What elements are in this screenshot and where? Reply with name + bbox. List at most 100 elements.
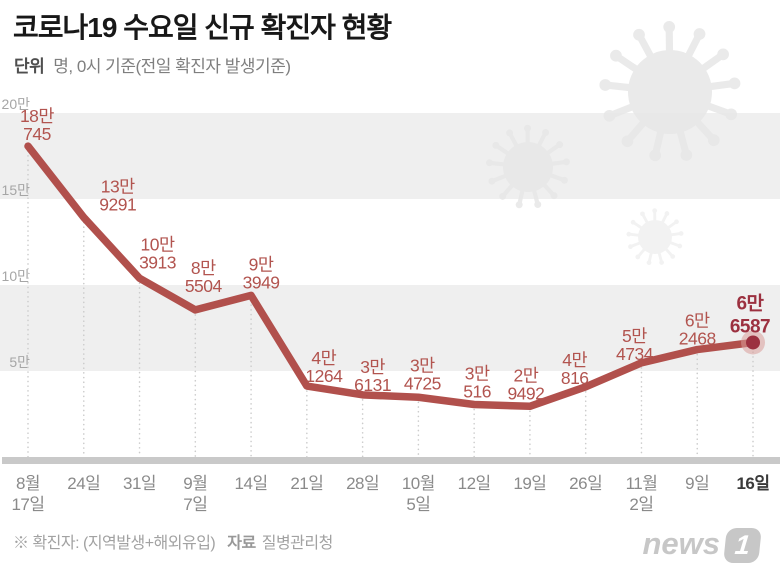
point-label: 4만 816 xyxy=(561,350,589,388)
x-axis-tick: 28일 xyxy=(346,474,379,493)
point-label-line2: 816 xyxy=(561,368,589,388)
point-label-line2: 3913 xyxy=(139,252,176,272)
virus-icon-part xyxy=(550,192,558,200)
virus-icon-part xyxy=(517,189,525,203)
virus-icon-part xyxy=(499,192,507,200)
virus-icon-part xyxy=(502,183,515,196)
virus-icon-part xyxy=(700,53,722,72)
point-label: 10만 3913 xyxy=(139,234,176,272)
virus-icon-part xyxy=(562,158,570,166)
x-axis-tick-line: 19일 xyxy=(513,474,546,493)
x-axis-tick-line: 17일 xyxy=(11,495,44,514)
y-axis-tick: 10만 xyxy=(2,268,31,284)
virus-icon-part xyxy=(609,81,631,92)
x-axis-tick: 12일 xyxy=(458,474,491,493)
point-label: 3만 516 xyxy=(463,364,491,402)
virus-icon-part xyxy=(628,244,633,250)
x-axis-tick-line: 14일 xyxy=(235,474,268,493)
virus-icon-part xyxy=(706,102,729,117)
virus-icon-part xyxy=(546,144,559,155)
x-axis-tick: 21일 xyxy=(290,474,323,493)
point-label-line2: 9492 xyxy=(507,383,544,403)
virus-icon-part xyxy=(599,79,612,91)
series-line xyxy=(24,142,757,411)
virus-icon-part xyxy=(664,247,673,257)
news1-logo-text: news xyxy=(642,525,720,561)
virus-icon-part xyxy=(491,160,505,167)
chart-subtitle: 단위 명, 0시 기준(전일 확진자 발생기준) xyxy=(14,52,291,77)
footnote-text: ※ 확진자: (지역발생+해외유입) xyxy=(13,535,216,552)
virus-icon-part xyxy=(496,145,510,156)
virus-icon-part xyxy=(646,260,652,266)
virus-icon-part xyxy=(669,241,679,247)
virus-icon-part xyxy=(649,149,662,162)
x-axis-tick-line: 8월 xyxy=(16,474,40,493)
point-label: 3만 4725 xyxy=(404,355,441,393)
virus-icon-part xyxy=(630,219,636,225)
point-label-line1: 4만 xyxy=(311,348,336,368)
virus-icon-part xyxy=(680,149,693,161)
virus-icon-part xyxy=(652,130,665,153)
virus-icon-part xyxy=(551,160,565,166)
virus-icon-part xyxy=(488,177,496,185)
virus-icon-part xyxy=(694,119,714,140)
point-label-line1: 13만 xyxy=(101,176,135,196)
point-label: 8만 5504 xyxy=(185,258,223,296)
virus-icon-part xyxy=(524,124,532,132)
point-label-line1: 6만 xyxy=(736,292,764,314)
virus-icon-part xyxy=(628,50,712,134)
virus-icon-part xyxy=(485,159,493,167)
virus-icon-part xyxy=(693,28,706,40)
point-label-line1: 9만 xyxy=(249,254,274,274)
x-axis-tick: 9월 7일 xyxy=(183,474,207,514)
point-label-line2: 4725 xyxy=(404,373,441,393)
x-axis-tick: 11월 2일 xyxy=(626,474,658,514)
virus-icon-part xyxy=(661,214,668,224)
point-label: 4만 1264 xyxy=(305,348,343,386)
virus-icon-part xyxy=(627,119,647,141)
virus-icon-part xyxy=(621,135,634,148)
virus-icon-part xyxy=(642,214,649,224)
virus-icon-part xyxy=(637,248,646,257)
point-label-line1: 6만 xyxy=(685,311,710,331)
virus-icon-part xyxy=(617,55,639,73)
source-text: 질병관리청 xyxy=(261,535,334,552)
last-point-marker xyxy=(746,335,761,350)
virus-icon-part xyxy=(640,211,645,217)
point-label-line1: 8만 xyxy=(191,258,216,278)
point-label-line1: 5만 xyxy=(622,326,647,346)
footnote: ※ 확진자: (지역발생+해외유입) 자료 질병관리청 xyxy=(13,529,333,553)
y-axis-tick: 5만 xyxy=(9,354,30,370)
point-label-line1: 3만 xyxy=(410,355,435,375)
point-label-highlight: 6만 6587 xyxy=(730,292,770,337)
virus-icon-part xyxy=(638,220,672,254)
virus-icon-part xyxy=(536,133,547,147)
x-axis-tick: 10월 5일 xyxy=(402,474,435,514)
point-label-line2: 9291 xyxy=(99,194,136,214)
x-axis-tick: 8월 17일 xyxy=(11,474,44,514)
virus-icon-part xyxy=(633,222,643,230)
virus-icon-part xyxy=(684,36,701,59)
point-label-line2: 6131 xyxy=(354,375,391,395)
virus-icon-part xyxy=(493,173,507,183)
x-axis-tick: 31일 xyxy=(123,474,156,493)
virus-icon-part xyxy=(631,241,641,248)
point-label-line1: 10만 xyxy=(141,234,175,254)
virus-icon-part xyxy=(707,134,720,147)
virus-icon-part xyxy=(676,129,689,152)
virus-icon xyxy=(626,208,684,266)
virus-icon-part xyxy=(725,108,738,121)
virus-icon-part xyxy=(531,189,540,203)
x-axis-tick-line: 21일 xyxy=(290,474,323,493)
band-lower xyxy=(0,285,780,371)
virus-icon-part xyxy=(667,221,676,229)
virus-icon-part xyxy=(709,80,731,91)
x-axis-tick-line: 2일 xyxy=(629,495,653,514)
virus-icon-part xyxy=(677,243,683,249)
unit-text: 명, 0시 기준(전일 확진자 발생기준) xyxy=(53,57,291,76)
point-label-line2: 516 xyxy=(463,382,491,402)
source-label: 자료 xyxy=(227,535,256,552)
x-axis-tick-line: 31일 xyxy=(123,474,156,493)
point-label: 18만 745 xyxy=(20,106,54,144)
